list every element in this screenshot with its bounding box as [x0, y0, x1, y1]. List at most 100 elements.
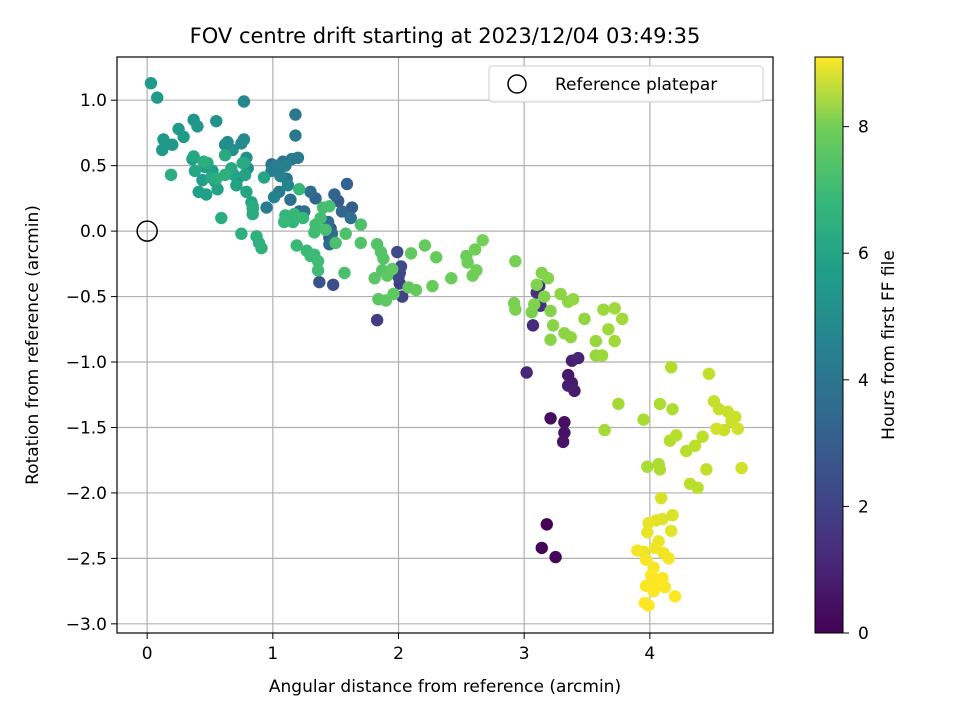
data-point: [641, 526, 654, 539]
data-point: [637, 413, 650, 426]
y-tick-label: −0.5: [66, 288, 107, 308]
data-point: [377, 252, 390, 265]
colorbar-tick-label: 6: [858, 244, 869, 264]
data-point: [445, 272, 458, 285]
x-tick-label: 4: [644, 644, 655, 664]
data-point: [509, 255, 522, 268]
data-point: [641, 460, 654, 473]
data-point: [156, 143, 169, 157]
data-point: [210, 114, 223, 128]
y-axis-ticks: 1.0 0.5 0.0 −0.5 −1.0 −1.5 −2.0 −2.5 −3.0: [66, 91, 117, 635]
data-point: [296, 211, 310, 225]
x-tick-label: 2: [393, 644, 404, 664]
data-point: [314, 211, 327, 225]
data-point: [291, 151, 305, 164]
y-tick-label: 0.5: [80, 157, 107, 177]
x-tick-label: 1: [267, 644, 278, 664]
data-point: [218, 168, 232, 182]
data-point: [653, 575, 667, 589]
data-point: [608, 302, 621, 315]
data-point: [323, 200, 336, 213]
data-point: [418, 239, 432, 252]
colorbar-ticks: 0 2 4 6 8: [843, 118, 869, 644]
data-point: [647, 584, 660, 598]
data-point: [644, 569, 658, 582]
data-point: [696, 430, 709, 443]
plot-frame: [116, 56, 774, 634]
data-point: [246, 200, 259, 213]
data-point: [319, 223, 332, 236]
data-point: [235, 227, 248, 240]
data-point: [426, 279, 439, 293]
y-tick-label: −1.5: [66, 418, 107, 438]
data-point: [538, 290, 551, 303]
data-point: [267, 190, 281, 204]
data-point: [688, 439, 702, 452]
data-point: [666, 402, 679, 416]
colorbar-label: Hours from first FF file: [879, 250, 899, 440]
data-point: [578, 312, 591, 326]
data-point: [639, 553, 653, 566]
data-point: [279, 159, 292, 172]
data-point: [546, 319, 560, 332]
colorbar-tick-label: 0: [858, 624, 869, 644]
data-point: [540, 518, 553, 531]
data-point: [544, 304, 557, 318]
data-point: [144, 76, 158, 90]
data-point: [470, 264, 483, 277]
data-point: [368, 272, 381, 285]
data-point: [326, 278, 340, 291]
data-point: [387, 287, 400, 301]
data-point: [329, 236, 342, 250]
data-point: [615, 312, 629, 326]
x-tick-label: 0: [142, 644, 153, 664]
data-point: [409, 283, 423, 297]
data-point: [612, 397, 625, 411]
data-point: [290, 239, 303, 252]
data-point: [391, 245, 404, 259]
data-point: [293, 183, 306, 196]
legend: Reference platepar: [488, 65, 764, 103]
data-point: [257, 171, 271, 184]
data-point: [404, 247, 418, 260]
data-point: [653, 463, 667, 476]
data-point: [608, 334, 621, 348]
data-point: [370, 313, 384, 327]
data-point: [313, 275, 326, 289]
y-axis-label: Rotation from reference (arcmin): [23, 205, 43, 485]
x-axis-ticks: 0 1 2 3 4: [142, 633, 655, 664]
data-point: [549, 550, 562, 564]
legend-box: [488, 65, 764, 103]
data-point: [554, 287, 567, 301]
data-point: [598, 423, 611, 437]
data-point: [164, 168, 178, 182]
data-point: [566, 292, 580, 306]
data-point: [197, 155, 210, 168]
data-point: [597, 303, 610, 316]
y-tick-label: −2.5: [66, 549, 107, 569]
data-point: [157, 133, 170, 146]
data-point: [289, 108, 302, 121]
data-point: [668, 590, 682, 603]
data-point: [665, 361, 678, 374]
data-point: [468, 243, 482, 256]
x-tick-label: 3: [519, 644, 530, 664]
data-point: [544, 412, 557, 425]
data-point: [530, 278, 543, 291]
y-tick-label: 1.0: [80, 91, 107, 111]
data-point: [638, 596, 652, 610]
data-point: [691, 481, 704, 494]
data-point: [284, 193, 297, 206]
data-point: [340, 177, 354, 191]
data-point: [191, 120, 204, 133]
data-point: [338, 266, 351, 280]
y-tick-label: −1.0: [66, 353, 107, 373]
data-point: [654, 491, 668, 505]
data-point: [642, 516, 655, 530]
data-point: [211, 183, 224, 196]
legend-entry-label: Reference platepar: [555, 75, 717, 95]
data-point: [476, 234, 489, 247]
data-point: [631, 544, 644, 557]
colorbar-tick-label: 4: [858, 371, 869, 391]
